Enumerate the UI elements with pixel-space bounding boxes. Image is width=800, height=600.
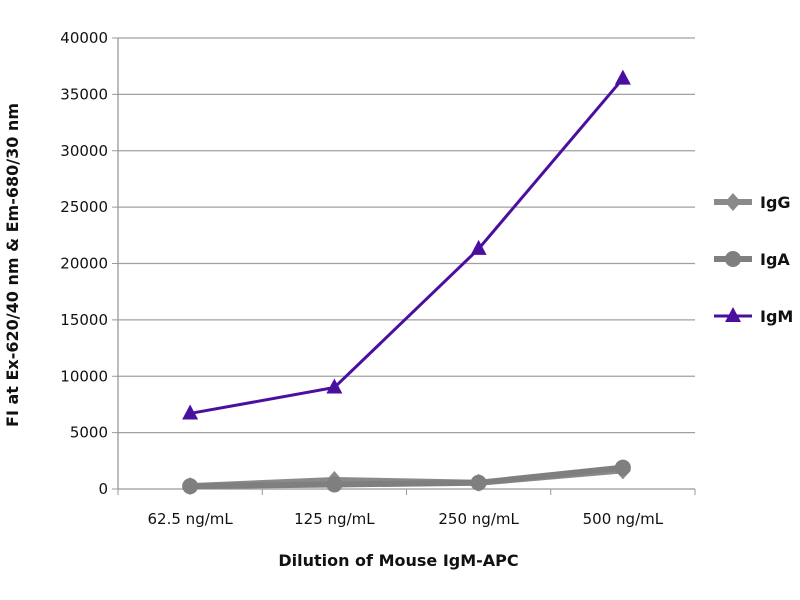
y-tick-label: 20000 bbox=[60, 255, 108, 273]
y-axis-title: FI at Ex-620/40 nm & Em-680/30 nm bbox=[3, 103, 22, 427]
y-tick-label: 15000 bbox=[60, 311, 108, 329]
legend-marker-iga bbox=[725, 251, 741, 267]
legend-label: IgM bbox=[760, 307, 793, 326]
legend-label: IgG bbox=[760, 193, 791, 212]
series-line-iga bbox=[190, 464, 624, 490]
y-tick-label: 40000 bbox=[60, 29, 108, 47]
x-tick-label: 500 ng/mL bbox=[583, 510, 664, 528]
series-line-igm bbox=[189, 77, 625, 415]
y-tick-label: 5000 bbox=[70, 424, 108, 442]
legend-marker-igm bbox=[725, 307, 741, 322]
y-tick-label: 0 bbox=[98, 480, 108, 498]
data-point-iga bbox=[470, 474, 487, 491]
data-point-igm bbox=[326, 378, 343, 394]
data-point-iga bbox=[614, 459, 631, 476]
x-tick-label: 250 ng/mL bbox=[438, 510, 519, 528]
data-point-igm bbox=[470, 239, 487, 255]
x-axis-title: Dilution of Mouse IgM-APC bbox=[278, 551, 518, 570]
y-tick-label: 25000 bbox=[60, 198, 108, 216]
y-tick-label: 30000 bbox=[60, 142, 108, 160]
y-tick-label: 10000 bbox=[60, 367, 108, 385]
data-point-iga bbox=[326, 476, 343, 493]
data-point-igm bbox=[614, 69, 631, 85]
data-point-iga bbox=[182, 478, 199, 495]
y-tick-label: 35000 bbox=[60, 85, 108, 103]
x-tick-label: 125 ng/mL bbox=[294, 510, 375, 528]
data-point-igm bbox=[182, 404, 199, 420]
legend-marker-igg bbox=[725, 193, 741, 211]
legend-label: IgA bbox=[760, 250, 790, 269]
x-tick-label: 62.5 ng/mL bbox=[148, 510, 234, 528]
